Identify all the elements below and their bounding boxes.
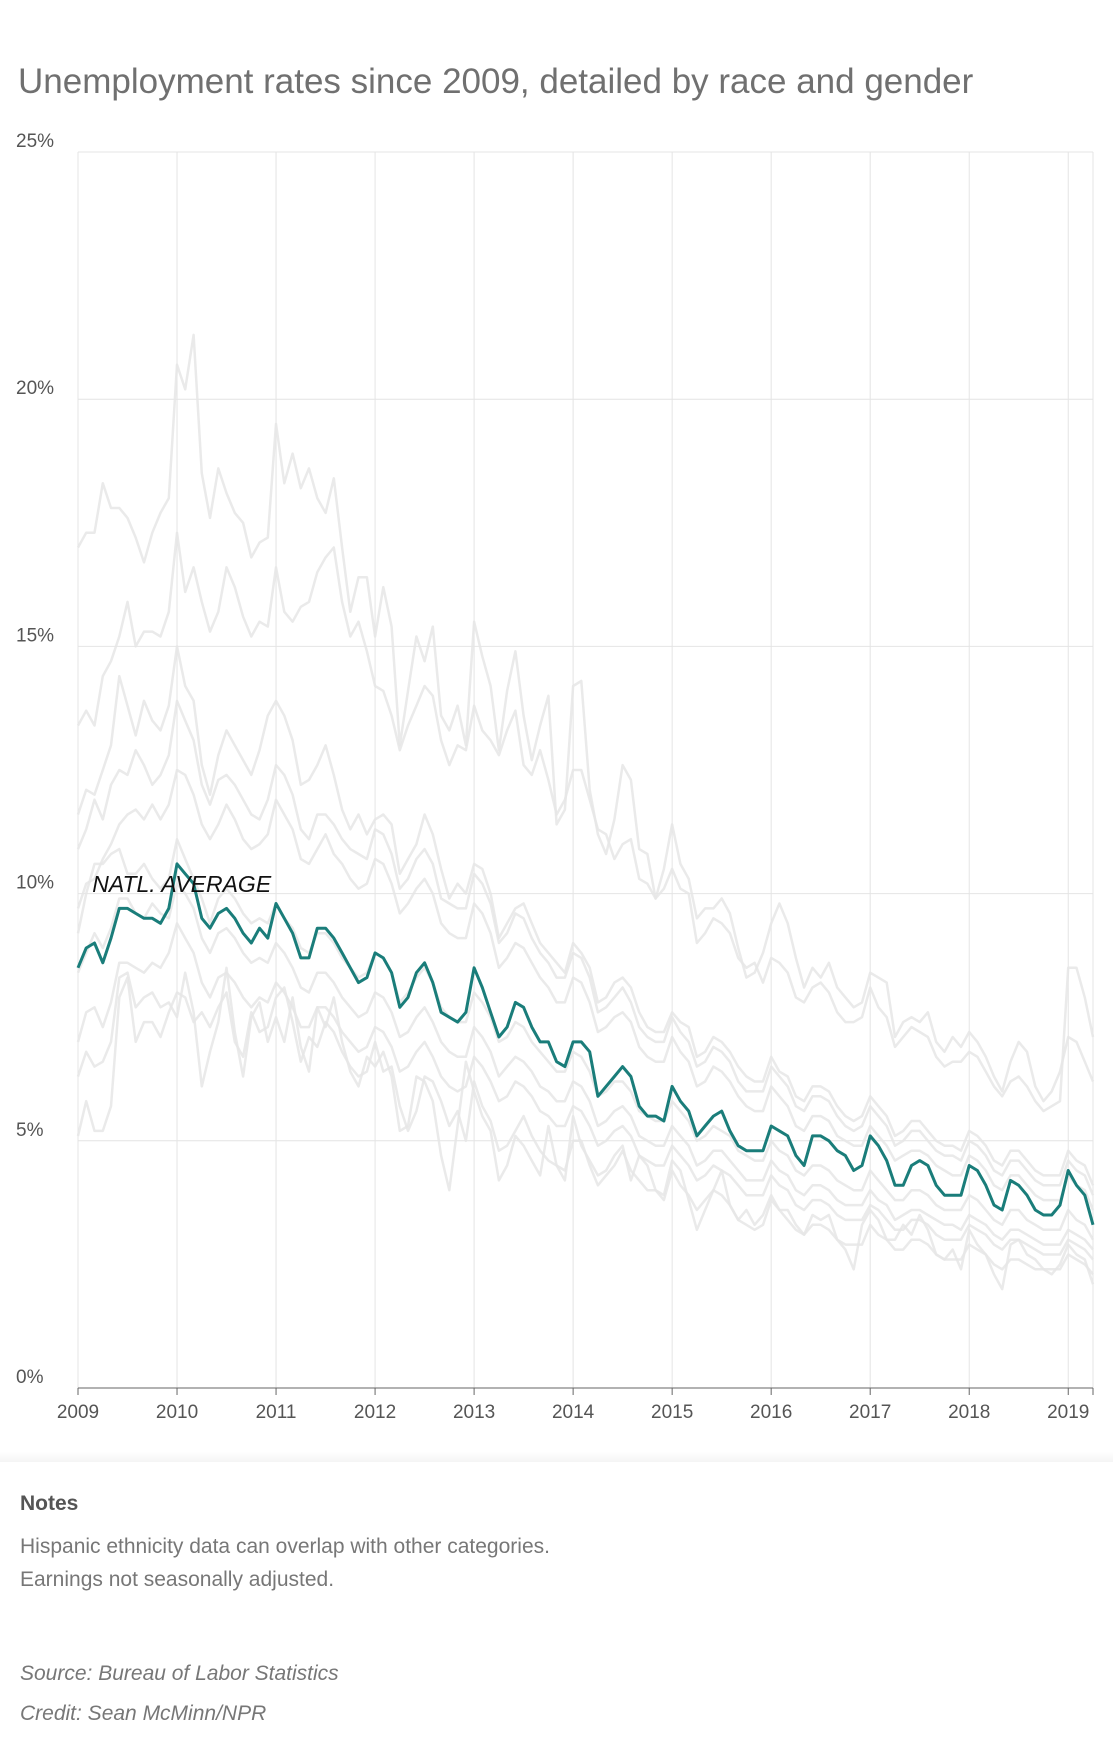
notes-section: Notes Hispanic ethnicity data can overla… bbox=[20, 1492, 1020, 1596]
x-tick-label: 2013 bbox=[453, 1402, 495, 1423]
line-chart: 0% 5% 10% 15% 20% 25% 2009 2010 2011 2012 2013 201… bbox=[16, 131, 1095, 1423]
chart-title: Unemployment rates since 2009, detailed … bbox=[18, 62, 974, 101]
note-line: Hispanic ethnicity data can overlap with… bbox=[20, 1535, 550, 1558]
x-tick-label: 2015 bbox=[651, 1402, 693, 1423]
series-line-3[interactable] bbox=[76, 645, 1095, 1186]
x-tick-label: 2016 bbox=[750, 1402, 792, 1423]
y-tick-label: 25% bbox=[16, 131, 54, 152]
x-tick-label: 2009 bbox=[57, 1402, 99, 1423]
x-tick-label: 2010 bbox=[156, 1402, 198, 1423]
x-tick-label: 2017 bbox=[849, 1402, 891, 1423]
series-line-10[interactable] bbox=[76, 976, 1094, 1276]
x-tick-label: 2011 bbox=[256, 1402, 297, 1423]
background-series bbox=[76, 333, 1095, 1291]
source-credit: Source: Bureau of Labor Statistics Credi… bbox=[20, 1654, 339, 1734]
natl-average-label: NATL. AVERAGE bbox=[92, 871, 272, 897]
x-tick-label: 2012 bbox=[354, 1402, 396, 1423]
series-line-7[interactable] bbox=[76, 882, 1094, 1251]
y-tick-label: 15% bbox=[16, 625, 54, 646]
y-tick-label: 5% bbox=[16, 1120, 44, 1141]
series-line-national-average[interactable] bbox=[76, 862, 1095, 1226]
series-line-6[interactable] bbox=[76, 837, 1095, 1241]
y-tick-label: 10% bbox=[16, 873, 54, 894]
divider bbox=[0, 1452, 1113, 1462]
x-tick-label: 2018 bbox=[948, 1402, 990, 1423]
y-tick-label: 20% bbox=[16, 378, 54, 399]
gridlines bbox=[77, 151, 1094, 1389]
series-line-1[interactable] bbox=[76, 333, 1095, 1103]
series-line-4[interactable] bbox=[76, 699, 1095, 1196]
x-tick-label: 2014 bbox=[552, 1402, 595, 1423]
highlight-series[interactable] bbox=[76, 862, 1095, 1226]
x-axis: 2009 2010 2011 2012 2013 2014 2015 2016 2017 2018… bbox=[57, 1387, 1094, 1423]
series-line-2[interactable] bbox=[76, 531, 1095, 1113]
y-axis: 0% 5% 10% 15% 20% 25% bbox=[16, 131, 54, 1388]
note-line: Earnings not seasonally adjusted. bbox=[20, 1568, 335, 1591]
notes-heading: Notes bbox=[20, 1492, 79, 1515]
series-line-5[interactable] bbox=[76, 768, 1095, 1211]
x-tick-label: 2019 bbox=[1047, 1402, 1089, 1423]
source-text: Source: Bureau of Labor Statistics bbox=[20, 1662, 339, 1685]
credit-text: Credit: Sean McMinn/NPR bbox=[20, 1702, 267, 1725]
y-tick-label: 0% bbox=[16, 1367, 44, 1388]
